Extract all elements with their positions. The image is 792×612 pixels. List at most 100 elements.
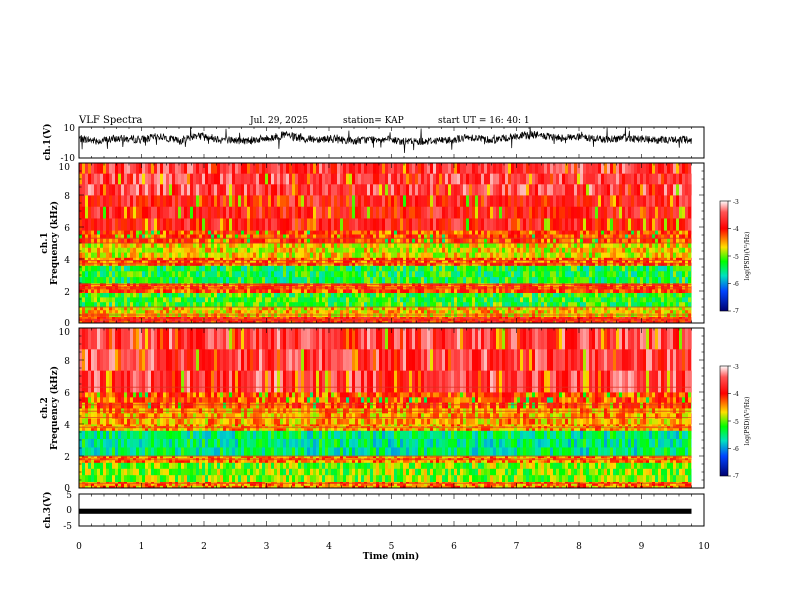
spectrogram-cell [190,262,194,266]
spectrogram-cell [430,271,434,278]
spectrogram-cell [550,257,554,261]
spectrogram-cell [598,307,602,311]
spectrogram-cell [628,271,632,278]
spectrogram-cell [472,262,476,266]
spectrogram-cell [196,297,200,303]
spectrogram-cell [514,302,518,308]
spectrogram-cell [169,247,173,253]
spectrogram-cell [622,262,626,266]
spectrogram-cell [190,265,194,272]
spectrogram-cell [439,262,443,266]
spectrogram-cell [412,271,416,278]
spectrogram-cell [187,265,191,272]
spectrogram-cell [445,277,449,284]
spectrogram-cell [442,310,446,314]
spectrogram-cell [460,316,464,320]
spectrogram-cell [259,316,263,320]
spectrogram-cell [241,247,245,253]
spectrogram-cell [526,277,530,284]
spectrogram-cell [340,289,344,293]
spectrogram-cell [535,316,539,320]
spectrogram-cell [238,252,242,258]
spectrogram-cell [448,260,452,264]
spectrogram-cell [514,307,518,311]
spectrogram-cell [364,234,368,240]
spectrogram-cell [550,252,554,258]
spectrogram-cell [439,230,443,235]
spectrogram-cell [118,302,122,308]
spectrogram-cell [289,289,293,293]
spectrogram-cell [427,302,431,308]
spectrogram-cell [94,316,98,320]
spectrogram-cell [232,302,236,308]
spectrogram-cell [379,310,383,314]
spectrogram-cell [328,297,332,303]
spectrogram-cell [175,289,179,293]
spectrogram-cell [169,320,173,324]
spectrogram-cell [502,320,506,324]
spectrogram-cell [355,292,359,298]
spectrogram-cell [283,277,287,284]
spectrogram-cell [676,262,680,266]
spectrogram-cell [481,271,485,278]
spectrogram-cell [532,289,536,293]
spectrogram-cell [577,247,581,253]
spectrogram-cell [337,307,341,311]
spectrogram-cell [589,230,593,235]
spectrogram-cell [241,252,245,258]
spectrogram-cell [163,297,167,303]
spectrogram-cell [241,292,245,298]
spectrogram-cell [523,260,527,264]
spectrogram-cell [550,310,554,314]
spectrogram-cell [136,277,140,284]
spectrogram-cell [124,292,128,298]
spectrogram-cell [472,297,476,303]
spectrogram-cell [652,310,656,314]
spectrogram-cell [628,257,632,261]
spectrogram-cell [376,230,380,235]
spectrogram-cell [130,297,134,303]
spectrogram-cell [289,262,293,266]
spectrogram-cell [658,257,662,261]
spectrogram-cell [271,320,275,324]
spectrogram-cell [631,297,635,303]
spectrogram-cell [130,243,134,249]
spectrogram-cell [517,289,521,293]
spectrogram-cell [430,320,434,324]
spectrogram-cell [568,238,572,244]
spectrogram-cell [637,310,641,314]
spectrogram-cell [229,260,233,264]
spectrogram-cell [79,297,83,303]
spectrogram-cell [457,320,461,324]
spectrogram-cell [619,271,623,278]
spectrogram-cell [97,271,101,278]
spectrogram-cell [97,252,101,258]
spectrogram-cell [466,262,470,266]
spectrogram-cell [211,277,215,284]
spectrogram-cell [442,265,446,272]
spectrogram-cell [166,238,170,244]
spectrogram-cell [130,252,134,258]
spectrogram-cell [637,243,641,249]
spectrogram-cell [142,320,146,324]
spectrogram-cell [370,262,374,266]
spectrogram-cell [484,257,488,261]
spectrogram-cell [367,316,371,320]
spectrogram-cell [439,302,443,308]
spectrogram-cell [91,310,95,314]
spectrogram-cell [466,230,470,235]
spectrogram-cell [160,316,164,320]
spectrogram-cell [319,260,323,264]
spectrogram-cell [583,310,587,314]
spectrogram-cell [280,262,284,266]
spectrogram-cell [202,297,206,303]
spectrogram-cell [343,260,347,264]
spectrogram-cell [406,234,410,240]
spectrogram-cell [151,247,155,253]
spectrogram-cell [262,234,266,240]
spectrogram-cell [322,302,326,308]
spectrogram-cell [610,302,614,308]
spectrogram-cell [433,292,437,298]
spectrogram-cell [673,260,677,264]
spectrogram-cell [598,252,602,258]
